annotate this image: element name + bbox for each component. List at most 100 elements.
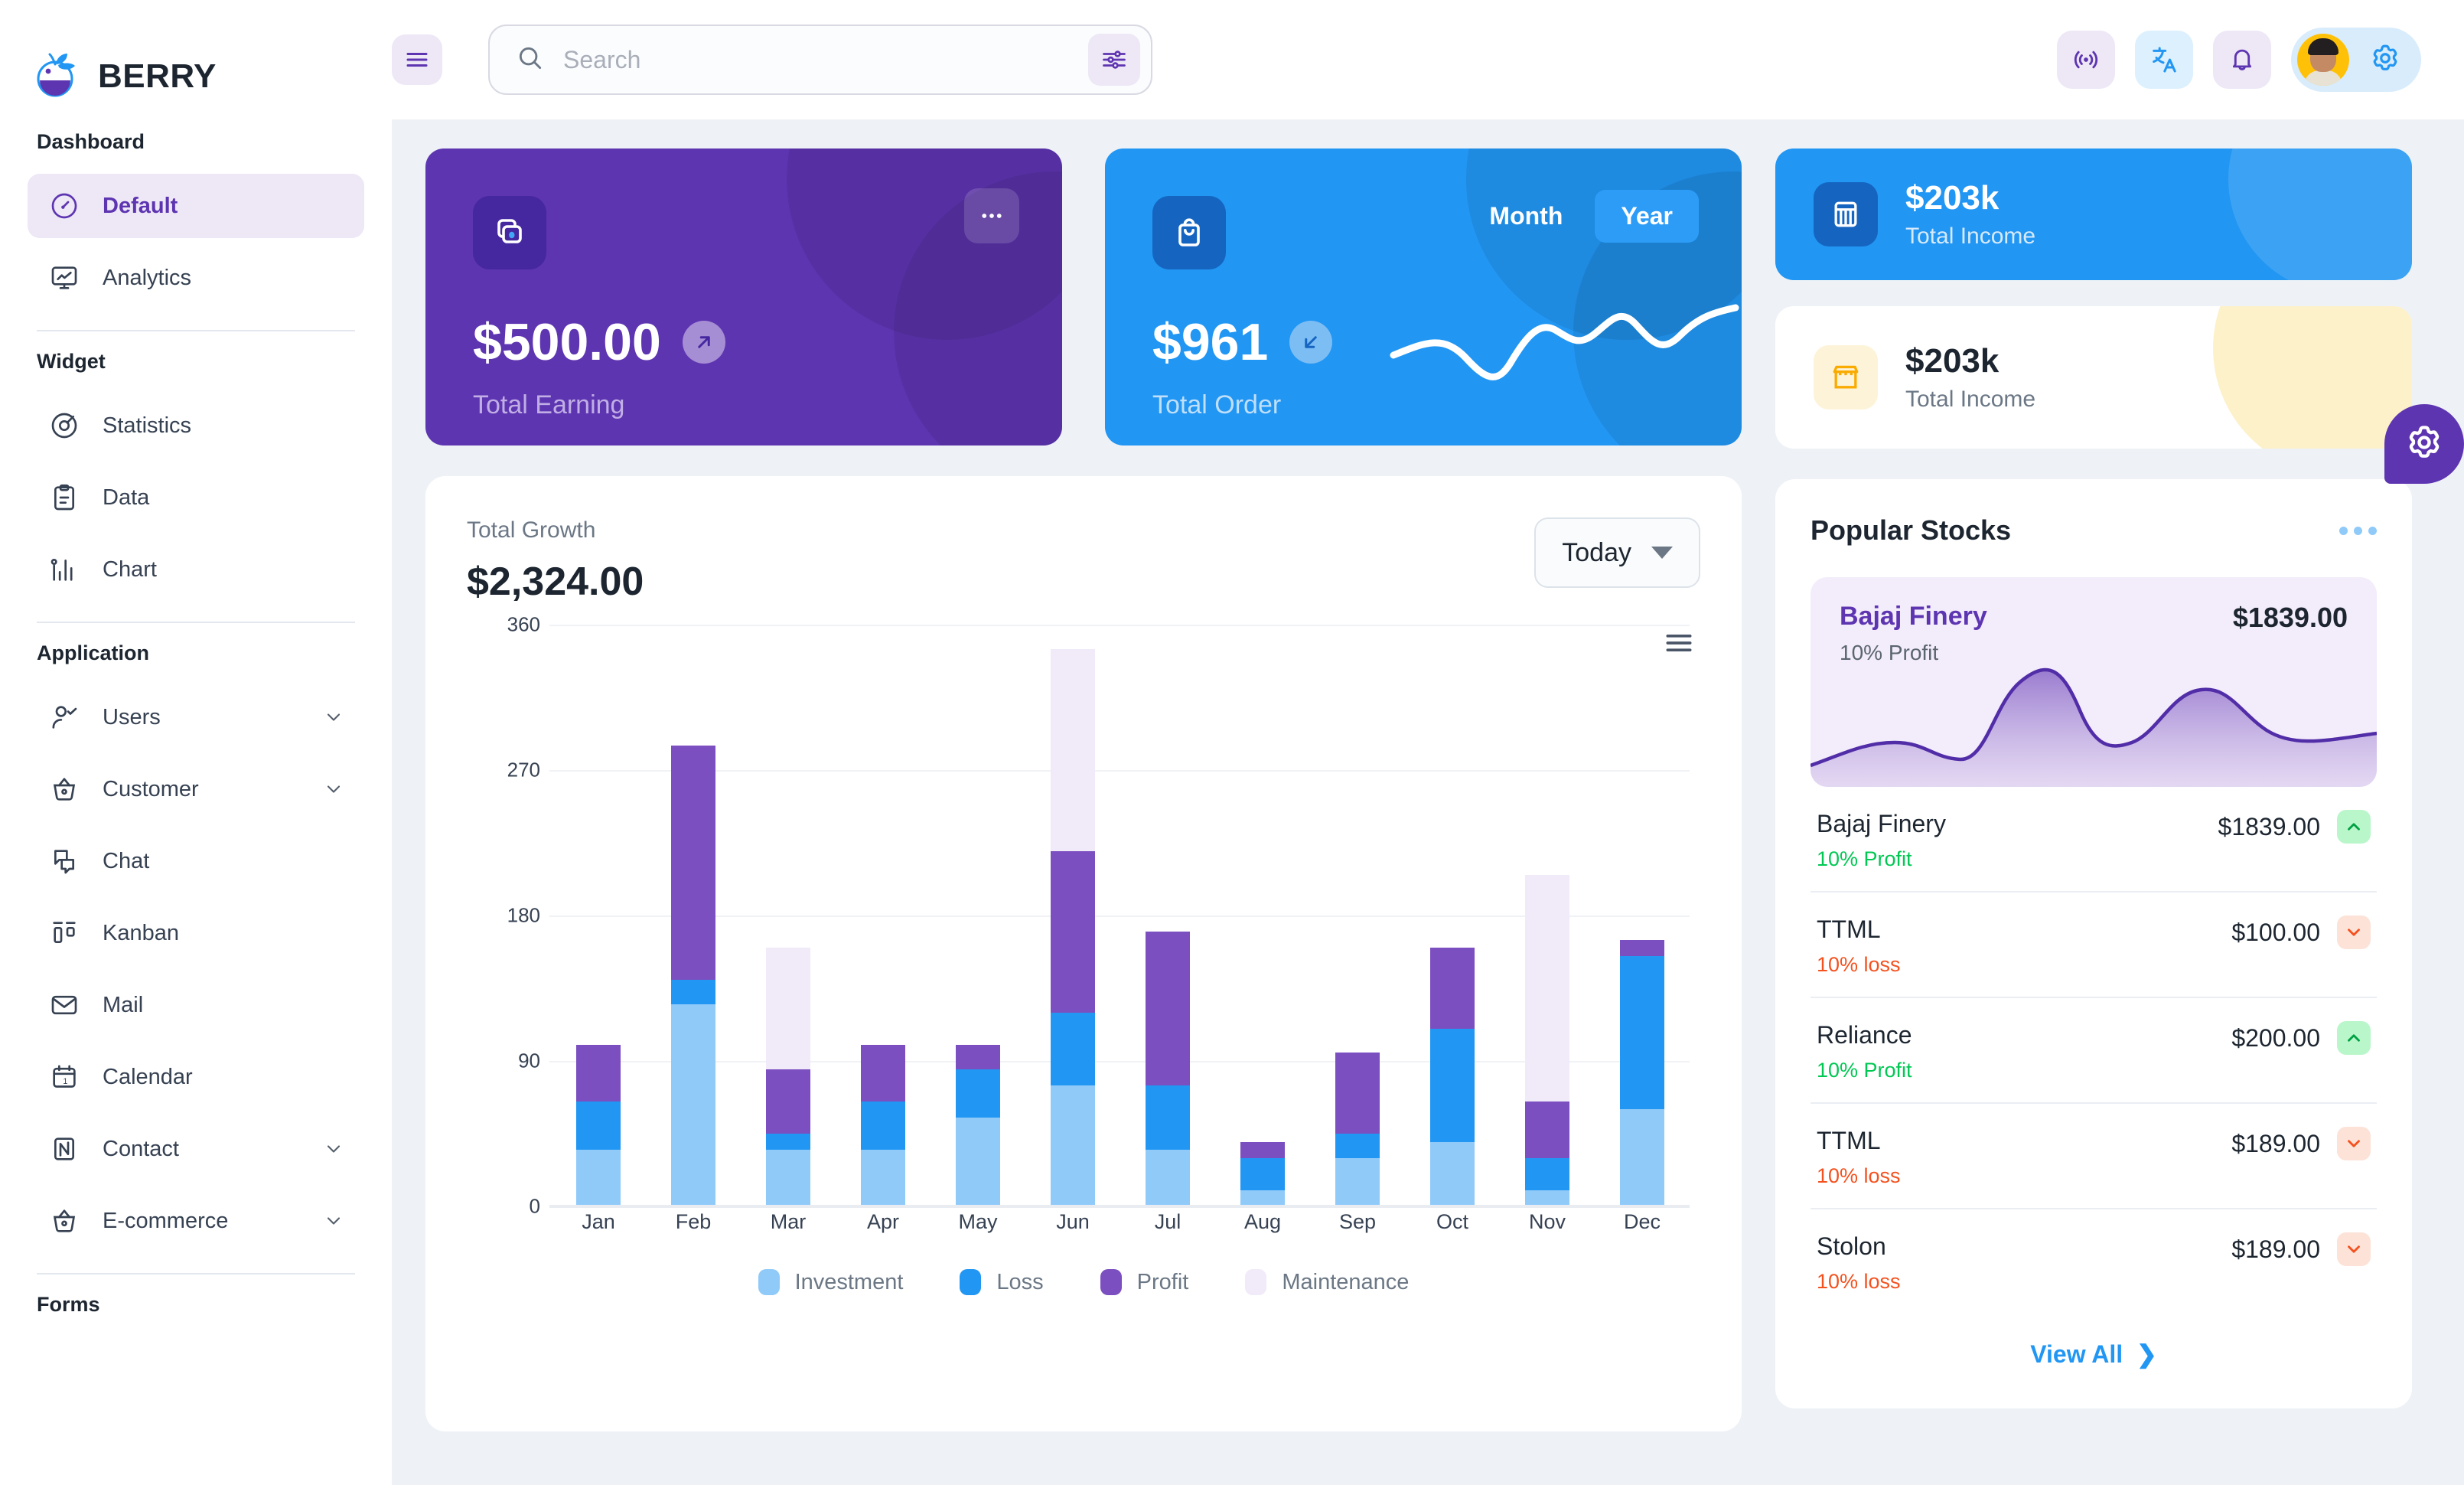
sidebar-item-contact[interactable]: Contact — [28, 1117, 364, 1181]
total-order-card[interactable]: Month Year $961 — [1105, 148, 1742, 445]
stock-change: 10% Profit — [1817, 1059, 1912, 1082]
order-period-toggle: Month Year — [1463, 190, 1699, 243]
bar-segment-profit — [1620, 939, 1664, 956]
chevron-down-icon[interactable] — [323, 1138, 344, 1160]
search-bar[interactable] — [488, 24, 1152, 95]
profile-menu[interactable] — [2291, 28, 2421, 92]
view-all-label: View All — [2030, 1340, 2123, 1368]
bar-column[interactable] — [1240, 1141, 1285, 1206]
sidebar-item-default[interactable]: Default — [28, 174, 364, 238]
sidebar-item-chart[interactable]: Chart — [28, 537, 364, 602]
view-all-row: View All ❯ — [1811, 1314, 2377, 1379]
hamburger-menu-icon[interactable] — [392, 34, 442, 85]
featured-stock-price: $1839.00 — [2232, 602, 2348, 633]
bar-column[interactable] — [1335, 1053, 1380, 1206]
bar-column[interactable] — [1525, 875, 1569, 1206]
speedometer-icon — [47, 189, 81, 223]
legend-item[interactable]: Loss — [938, 1269, 1064, 1295]
total-income-blue-card[interactable]: $203k Total Income — [1775, 148, 2412, 280]
brand[interactable]: BERRY — [0, 0, 392, 119]
settings-fab[interactable] — [2384, 404, 2464, 484]
broadcast-icon[interactable] — [2057, 31, 2115, 89]
stock-text: TTML 10% loss — [1817, 1127, 1901, 1188]
shopping-bag-icon — [1152, 196, 1226, 269]
legend-item[interactable]: Investment — [737, 1269, 925, 1295]
main-area: $500.00 Total Earning Month — [392, 0, 2464, 1485]
chevron-down-icon — [2337, 1232, 2371, 1266]
stock-price: $189.00 — [2231, 1129, 2320, 1157]
legend-item[interactable]: Maintenance — [1224, 1269, 1430, 1295]
bar-segment-profit — [1525, 1101, 1569, 1158]
sidebar-item-calendar[interactable]: 1 Calendar — [28, 1045, 364, 1109]
chevron-down-icon[interactable] — [323, 778, 344, 800]
bar-segment-maintenance — [1051, 648, 1095, 851]
brand-name: BERRY — [98, 57, 217, 95]
bar-column[interactable] — [1620, 939, 1664, 1206]
dashboard-content: $500.00 Total Earning Month — [392, 119, 2464, 1431]
growth-range-value: Today — [1562, 537, 1631, 567]
calendar-icon: 1 — [47, 1060, 81, 1094]
sidebar-item-analytics[interactable]: Analytics — [28, 246, 364, 310]
total-income-white-card[interactable]: $203k Total Income — [1775, 306, 2412, 449]
toggle-month[interactable]: Month — [1489, 202, 1563, 230]
chevron-down-icon[interactable] — [323, 1210, 344, 1232]
stock-row[interactable]: Reliance 10% Profit $200.00 — [1811, 998, 2377, 1104]
sidebar-item-data[interactable]: Data — [28, 465, 364, 530]
bar-column[interactable] — [1051, 648, 1095, 1206]
bar-column[interactable] — [576, 1044, 621, 1206]
toggle-year[interactable]: Year — [1595, 190, 1699, 243]
stock-row[interactable]: Bajaj Finery 10% Profit $1839.00 — [1811, 787, 2377, 893]
total-earning-card[interactable]: $500.00 Total Earning — [425, 148, 1062, 445]
sidebar-item-mail[interactable]: Mail — [28, 973, 364, 1037]
x-axis-tick-label: Dec — [1623, 1210, 1661, 1233]
sidebar-divider — [37, 330, 355, 331]
sliders-filter-icon[interactable] — [1088, 34, 1140, 86]
notification-bell-icon[interactable] — [2213, 31, 2271, 89]
bar-column[interactable] — [956, 1044, 1000, 1206]
bar-column[interactable] — [1430, 948, 1475, 1206]
stock-name: Stolon — [1817, 1232, 1886, 1260]
topbar — [392, 0, 2464, 119]
storefront-icon — [1814, 345, 1878, 410]
stock-change: 10% loss — [1817, 1270, 1901, 1293]
nav-caption-forms: Forms — [37, 1293, 100, 1316]
sidebar-item-users[interactable]: Users — [28, 685, 364, 749]
sidebar-item-ecommerce[interactable]: E-commerce — [28, 1189, 364, 1253]
y-axis-tick-label: 360 — [507, 612, 540, 636]
sidebar-item-chat[interactable]: Chat — [28, 829, 364, 893]
stock-row[interactable]: Stolon 10% loss $189.00 — [1811, 1209, 2377, 1314]
chart-menu-icon[interactable] — [1662, 626, 1696, 664]
chevron-down-icon[interactable] — [323, 707, 344, 728]
bar-column[interactable] — [1146, 932, 1190, 1206]
more-horizontal-icon[interactable] — [2339, 526, 2377, 535]
view-all-link[interactable]: View All ❯ — [2030, 1340, 2157, 1368]
bar-segment-profit — [1240, 1141, 1285, 1158]
decorative-corner — [2228, 148, 2412, 280]
bar-column[interactable] — [766, 948, 810, 1206]
bar-segment-loss — [1335, 1134, 1380, 1158]
legend-item[interactable]: Profit — [1079, 1269, 1211, 1295]
total-income-white-label: Total Income — [1905, 387, 2036, 412]
sidebar-item-label: Customer — [103, 776, 199, 801]
stock-row[interactable]: TTML 10% loss $100.00 — [1811, 893, 2377, 998]
search-input[interactable] — [563, 45, 1070, 74]
bar-column[interactable] — [861, 1044, 905, 1206]
stock-price: $189.00 — [2231, 1235, 2320, 1263]
gear-icon[interactable] — [2369, 42, 2401, 78]
sidebar-item-kanban[interactable]: Kanban — [28, 901, 364, 965]
bar-segment-investment — [576, 1150, 621, 1206]
bar-segment-profit — [766, 1069, 810, 1134]
sidebar-item-statistics[interactable]: Statistics — [28, 393, 364, 458]
translate-icon[interactable] — [2135, 31, 2193, 89]
chat-bubble-icon — [47, 844, 81, 878]
stock-value-block: $100.00 — [2231, 915, 2371, 949]
bar-column[interactable] — [671, 746, 715, 1206]
copy-stack-icon — [473, 196, 546, 269]
nav-caption-dashboard: Dashboard — [37, 130, 145, 153]
featured-stock-card[interactable]: Bajaj Finery 10% Profit $1839.00 — [1811, 577, 2377, 787]
growth-range-select[interactable]: Today — [1534, 517, 1700, 588]
sidebar-item-customer[interactable]: Customer — [28, 757, 364, 821]
bar-segment-investment — [766, 1150, 810, 1206]
more-horizontal-icon[interactable] — [964, 188, 1019, 243]
stock-row[interactable]: TTML 10% loss $189.00 — [1811, 1104, 2377, 1209]
